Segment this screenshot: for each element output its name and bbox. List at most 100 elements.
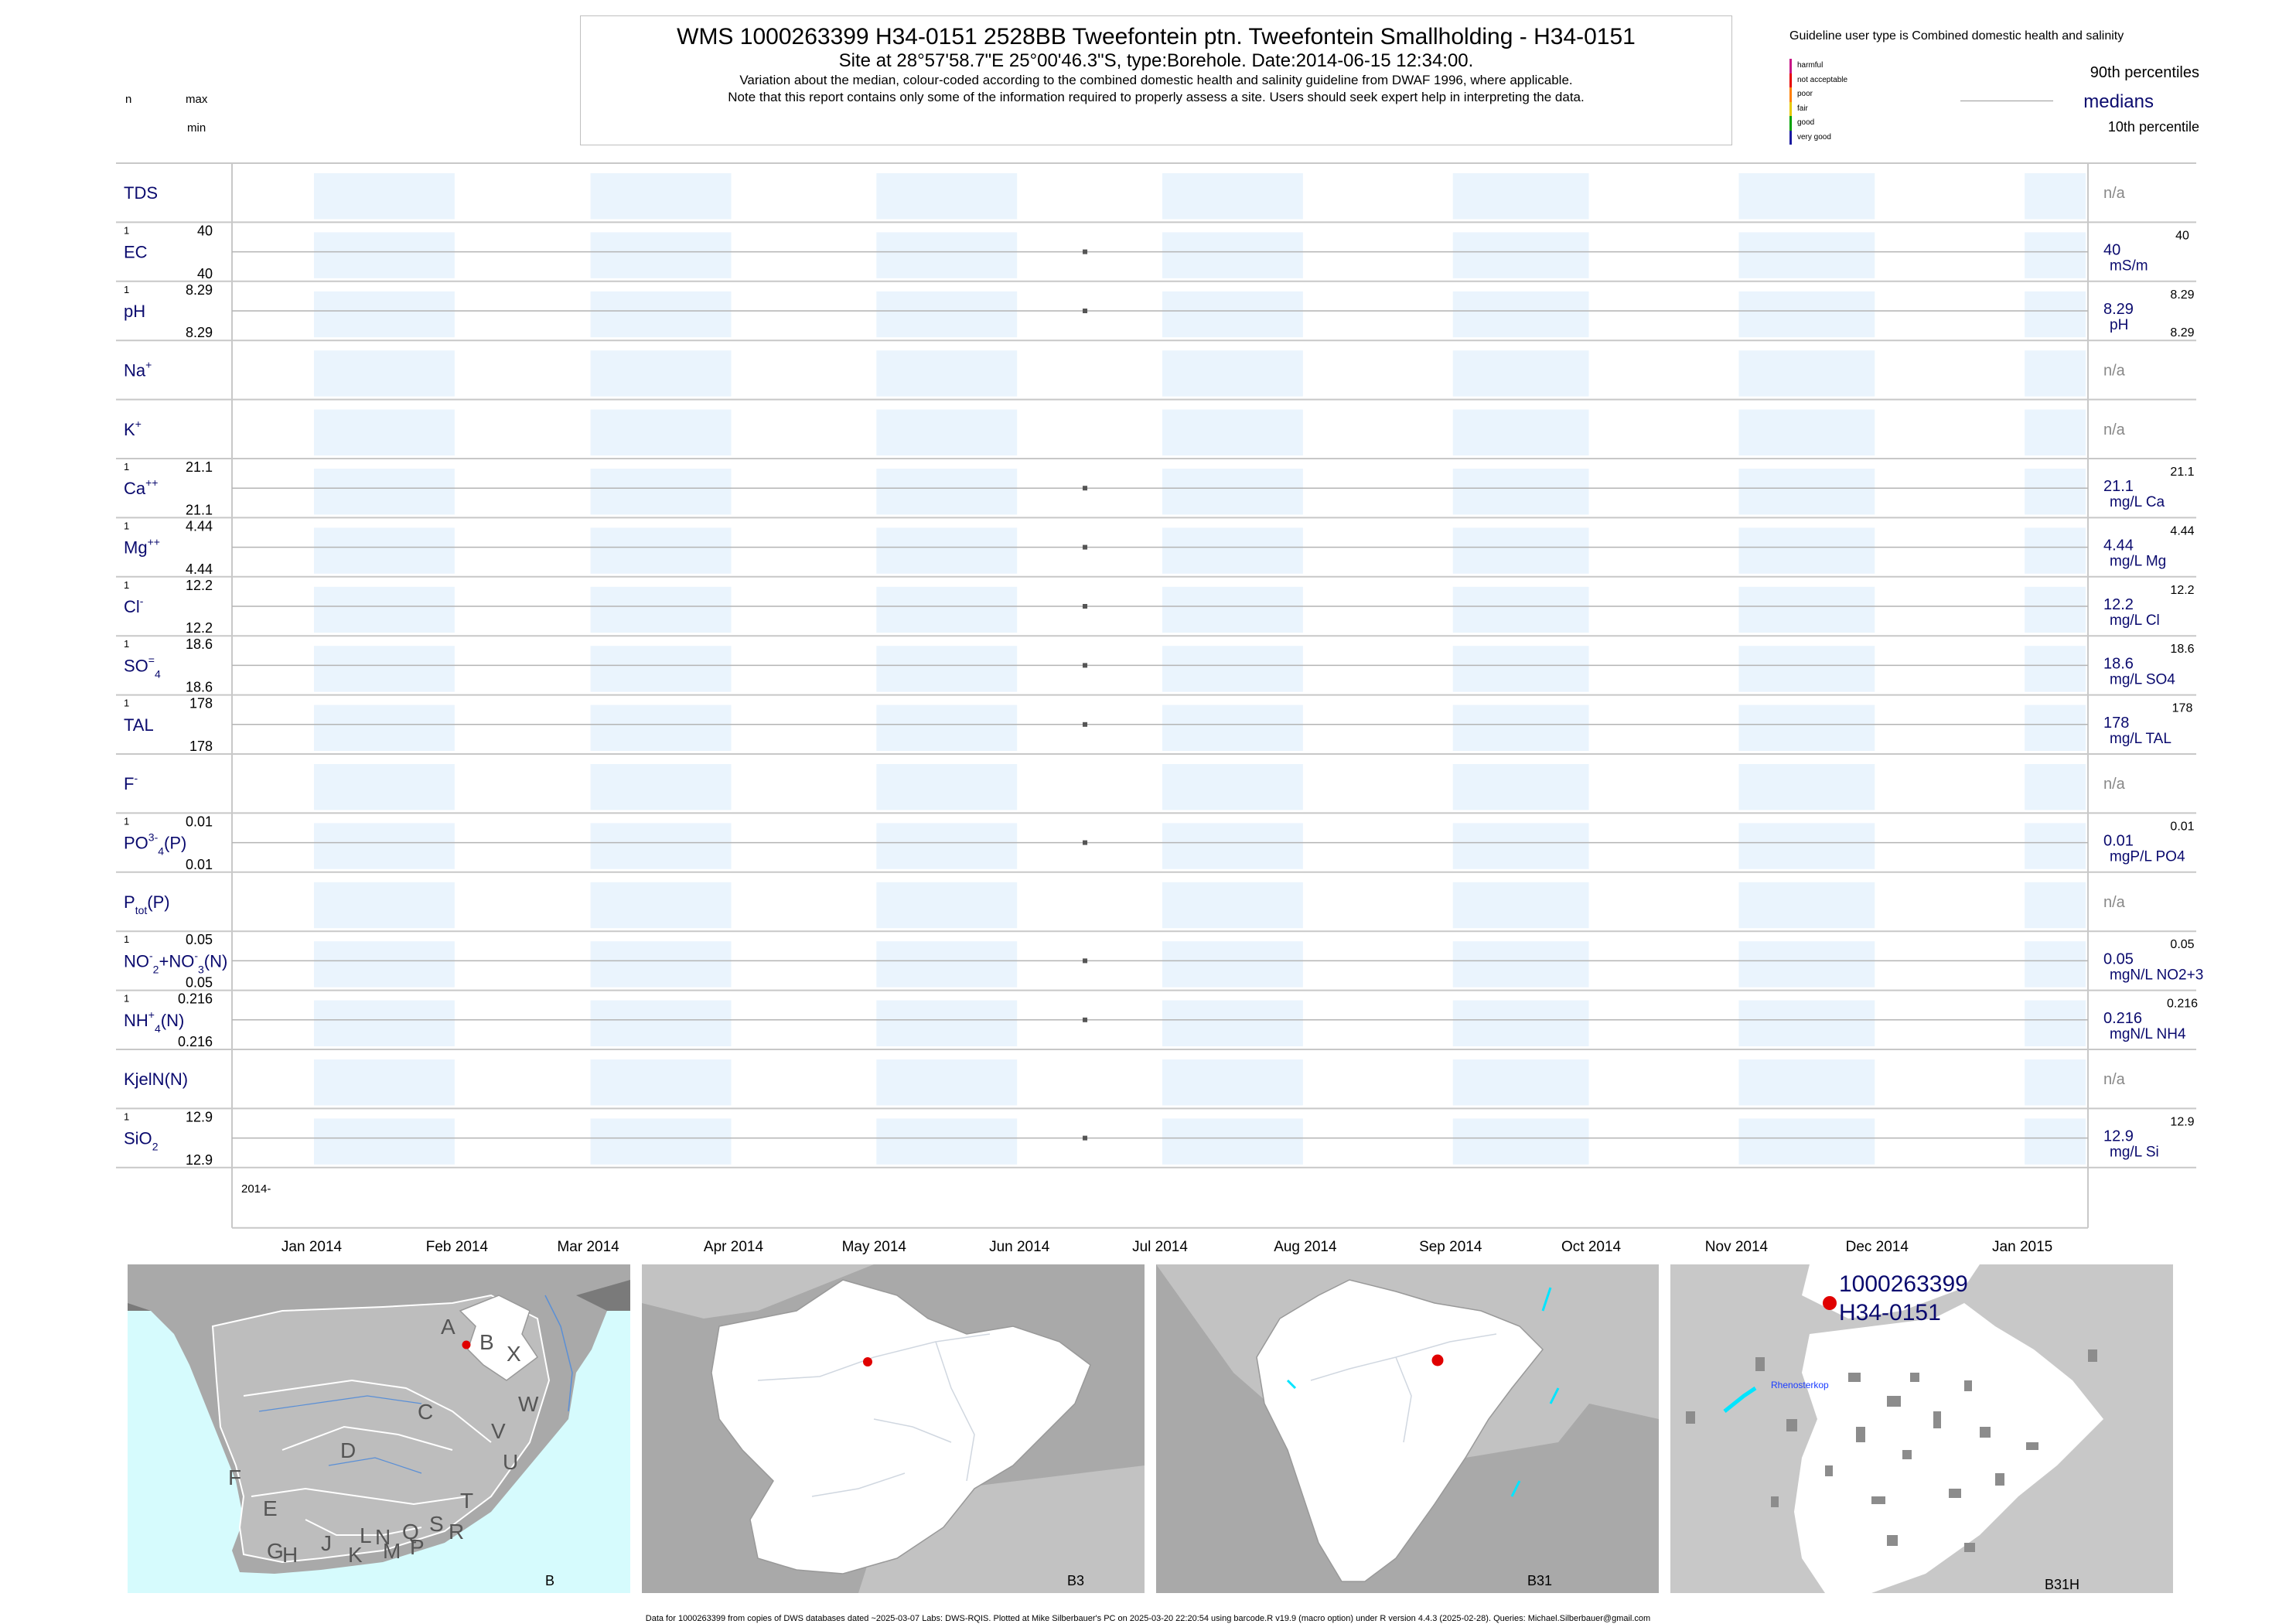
month-band bbox=[2025, 1000, 2086, 1046]
median-value: 21.1 bbox=[2103, 478, 2134, 495]
p90-value: 12.9 bbox=[2170, 1115, 2194, 1128]
determinand-label: EC bbox=[124, 243, 148, 262]
disclaimer-note: Note that this report contains only some… bbox=[728, 90, 1585, 104]
legend-90th-percentile: 90th percentiles bbox=[2090, 64, 2199, 81]
p90-value: 12.2 bbox=[2170, 584, 2194, 597]
month-band bbox=[2025, 764, 2086, 810]
x-tick-label: May 2014 bbox=[842, 1239, 907, 1255]
sample-point bbox=[1083, 309, 1088, 313]
month-band bbox=[314, 1000, 455, 1046]
month-band bbox=[2025, 173, 2086, 220]
month-band bbox=[314, 232, 455, 278]
sample-point bbox=[1083, 1017, 1088, 1022]
month-band bbox=[1452, 586, 1589, 633]
determinand-label: Mg++ bbox=[124, 536, 160, 558]
month-band bbox=[590, 1059, 732, 1106]
determinand-barcode-chart: 2014- Jan 2014 Feb 2014 Mar 2014 Apr 2014 May… bbox=[116, 162, 2203, 1255]
month-band bbox=[1162, 646, 1303, 692]
unit-label: mg/L TAL bbox=[2110, 731, 2171, 747]
determinand-label: NH+4(N) bbox=[124, 1008, 184, 1035]
not-available-label: n/a bbox=[2103, 185, 2126, 202]
min-value: 18.6 bbox=[186, 680, 213, 695]
month-band bbox=[1162, 232, 1303, 278]
legend-level-swatch bbox=[1789, 101, 1792, 116]
legend-level-swatch bbox=[1789, 73, 1792, 87]
month-band bbox=[590, 527, 732, 574]
month-band bbox=[590, 350, 732, 397]
month-band bbox=[876, 1118, 1018, 1165]
month-band bbox=[590, 941, 732, 988]
region-letter-F: F bbox=[228, 1465, 241, 1489]
month-band bbox=[590, 646, 732, 692]
region-letter-U: U bbox=[503, 1450, 518, 1474]
region-letter-E: E bbox=[263, 1496, 278, 1520]
map-place-label: Rhenosterkop bbox=[1771, 1380, 1829, 1390]
region-letter-Q: Q bbox=[402, 1520, 419, 1544]
month-band bbox=[876, 232, 1018, 278]
sample-point bbox=[1083, 722, 1088, 727]
determinand-label: F- bbox=[124, 772, 138, 793]
determinand-label: TDS bbox=[124, 183, 158, 203]
sample-point bbox=[1083, 486, 1088, 491]
month-band bbox=[1452, 646, 1589, 692]
determinand-label: Cl- bbox=[124, 595, 144, 616]
map-label-b31h: B31H bbox=[2045, 1577, 2079, 1592]
unit-label: mgN/L NH4 bbox=[2110, 1026, 2186, 1042]
month-band bbox=[1452, 291, 1589, 338]
region-letter-L: L bbox=[360, 1523, 372, 1547]
unit-label: mg/L Cl bbox=[2110, 612, 2160, 629]
month-band bbox=[1452, 469, 1589, 515]
month-band bbox=[1452, 409, 1589, 455]
p90-value: 4.44 bbox=[2170, 524, 2194, 537]
sample-count: 1 bbox=[124, 520, 129, 531]
p90-value: 21.1 bbox=[2170, 466, 2194, 479]
sample-count: 1 bbox=[124, 579, 129, 591]
month-band bbox=[314, 291, 455, 338]
month-band bbox=[876, 1000, 1018, 1046]
sample-count: 1 bbox=[124, 638, 129, 650]
map-quaternary-b31h: 1000263399 H34-0151 Rhenosterkop B31H bbox=[1670, 1264, 2173, 1593]
month-band bbox=[590, 882, 732, 929]
legend-level-not-acceptable: not acceptable bbox=[1789, 73, 1847, 87]
month-band bbox=[314, 764, 455, 810]
map-label-b3: B3 bbox=[1067, 1573, 1084, 1588]
not-available-label: n/a bbox=[2103, 894, 2126, 911]
month-band bbox=[2025, 409, 2086, 455]
max-value: 0.01 bbox=[186, 814, 213, 829]
month-band bbox=[1738, 1000, 1875, 1046]
median-value: 0.05 bbox=[2103, 950, 2134, 967]
month-band bbox=[876, 882, 1018, 929]
month-band bbox=[1162, 350, 1303, 397]
unit-label: mgP/L PO4 bbox=[2110, 849, 2185, 865]
site-description: Site at 28°57'58.7"E 25°00'46.3"S, type:… bbox=[838, 50, 1474, 71]
region-letter-M: M bbox=[383, 1539, 401, 1563]
x-tick-label: Oct 2014 bbox=[1561, 1239, 1622, 1255]
p90-value: 40 bbox=[2175, 229, 2189, 242]
month-band bbox=[314, 1059, 455, 1106]
x-tick-label: Dec 2014 bbox=[1846, 1239, 1909, 1255]
month-band bbox=[876, 646, 1018, 692]
region-letter-T: T bbox=[460, 1489, 473, 1513]
month-band bbox=[876, 173, 1018, 220]
month-band bbox=[314, 705, 455, 751]
region-letter-D: D bbox=[340, 1438, 356, 1462]
month-band bbox=[1162, 586, 1303, 633]
month-band bbox=[1738, 705, 1875, 751]
month-band bbox=[1452, 1000, 1589, 1046]
month-band bbox=[1162, 1059, 1303, 1106]
month-band bbox=[590, 232, 732, 278]
sample-count: 1 bbox=[124, 224, 129, 236]
month-band bbox=[1738, 527, 1875, 574]
month-band bbox=[314, 646, 455, 692]
footer-note: Data for 1000263399 from copies of DWS d… bbox=[645, 1614, 1651, 1623]
max-value: 12.2 bbox=[186, 578, 213, 593]
p90-value: 0.01 bbox=[2170, 820, 2194, 833]
unit-label: mg/L SO4 bbox=[2110, 671, 2175, 687]
min-value: 8.29 bbox=[186, 325, 213, 340]
unit-label: mg/L Si bbox=[2110, 1145, 2159, 1161]
region-letter-B: B bbox=[479, 1330, 494, 1354]
report-header: WMS 1000263399 H34-0151 2528BB Tweefonte… bbox=[580, 15, 1732, 145]
sample-count: 1 bbox=[124, 698, 129, 709]
region-letter-G: G bbox=[267, 1539, 284, 1563]
site-marker bbox=[1431, 1354, 1444, 1366]
